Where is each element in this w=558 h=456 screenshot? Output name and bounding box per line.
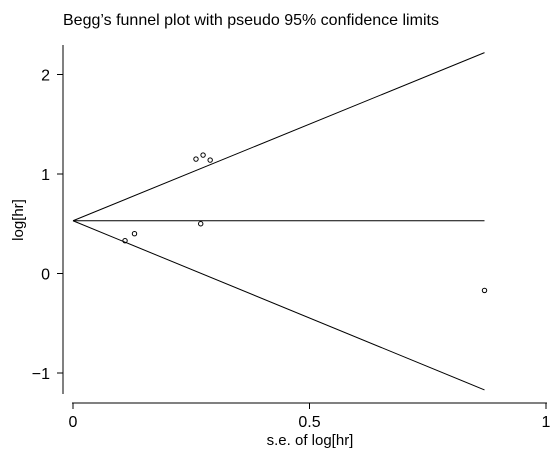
study-point [193, 156, 199, 162]
x-axis-label: s.e. of log[hr] [267, 432, 354, 449]
y-tick-label: 1 [41, 167, 50, 184]
plot-lines [72, 52, 485, 391]
study-point [122, 237, 128, 244]
upper-confidence-limit-line [72, 52, 485, 222]
study-point [198, 221, 204, 227]
y-tick-label: −1 [32, 366, 50, 383]
study-point [481, 287, 488, 294]
x-tick-label: 0.5 [298, 414, 320, 431]
y-tick-label: 2 [41, 68, 50, 85]
study-point [200, 152, 206, 158]
plot-points [122, 152, 488, 294]
x-tick-label: 1 [542, 414, 551, 431]
study-point [207, 157, 213, 163]
study-point [131, 231, 138, 237]
y-axis-label: log[hr] [10, 199, 27, 241]
x-ticks: 0 0.5 1 [69, 403, 551, 431]
chart-title: Begg’s funnel plot with pseudo 95% confi… [63, 12, 439, 29]
x-tick-label: 0 [69, 414, 78, 431]
y-ticks: −1 0 1 2 [32, 68, 63, 383]
y-tick-label: 0 [41, 267, 50, 284]
lower-confidence-limit-line [72, 220, 485, 391]
